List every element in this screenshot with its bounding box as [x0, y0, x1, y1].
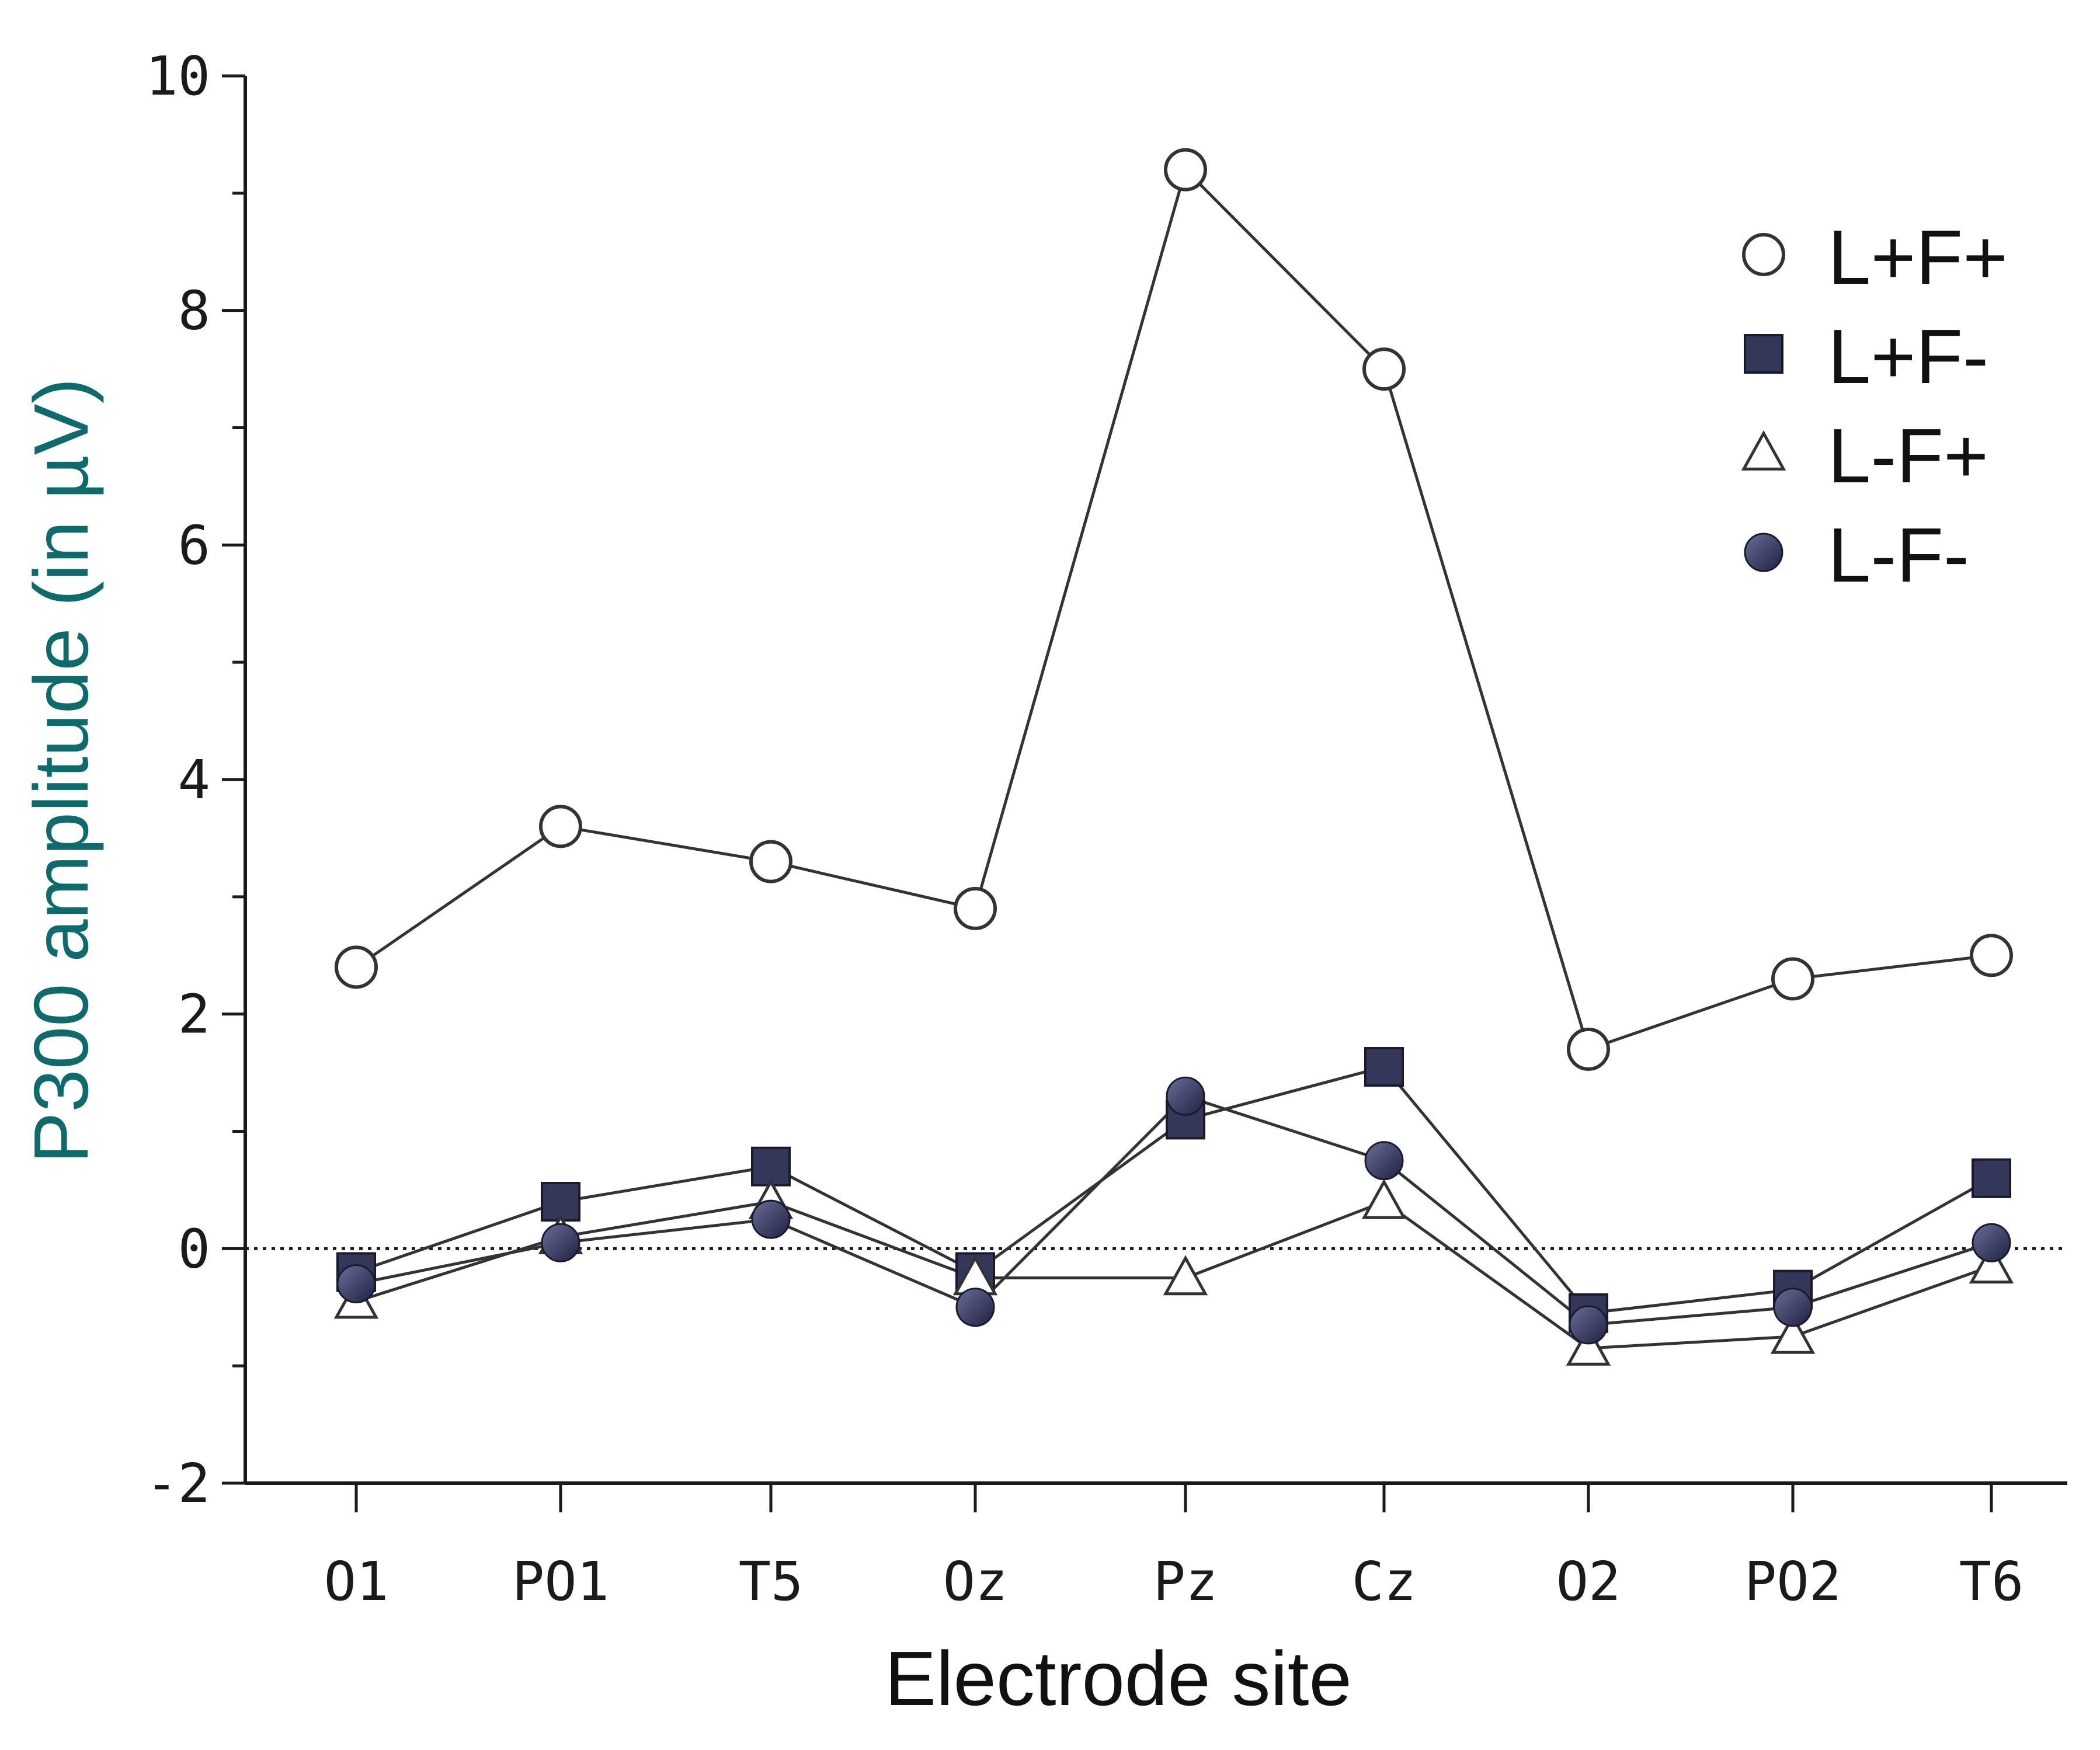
data-point-lminusfminus — [1166, 1076, 1205, 1116]
legend-marker-lminusfplus — [1741, 430, 1786, 471]
y-tick-label: 2 — [178, 983, 210, 1046]
data-point-lminusfminus — [751, 1199, 791, 1239]
legend-item-lplusfplus: L+F+ — [1742, 214, 2008, 300]
legend-item-lplusfminus: L+F- — [1744, 314, 1988, 399]
data-point-lminusfminus — [1364, 1141, 1404, 1181]
legend-label-lminusfminus: L-F- — [1828, 512, 1969, 598]
data-point-lminusfplus — [1770, 1313, 1816, 1354]
data-point-lplusfplus — [335, 945, 378, 989]
y-tick-label: 6 — [178, 514, 210, 576]
x-tick-label: Oz — [943, 1550, 1008, 1613]
y-tick-label: 4 — [178, 749, 210, 811]
data-point-lplusfplus — [1567, 1027, 1610, 1071]
legend-label-lplusfplus: L+F+ — [1828, 214, 2008, 300]
data-point-lplusfplus — [1362, 347, 1406, 391]
data-point-lminusfminus — [1569, 1305, 1608, 1345]
legend-item-lminusfminus: L-F- — [1744, 512, 1969, 598]
data-point-lplusfplus — [749, 840, 792, 883]
data-point-lplusfplus — [954, 886, 997, 930]
data-point-lminusfplus — [1361, 1178, 1407, 1219]
x-axis-label: Electrode site — [885, 1636, 1352, 1721]
legend-marker-lplusfminus — [1744, 334, 1783, 374]
x-tick-label: O1 — [324, 1550, 389, 1613]
data-point-lplusfminus — [1972, 1158, 2011, 1198]
legend-item-lminusfplus: L-F+ — [1741, 413, 1988, 499]
data-point-lminusfplus — [1163, 1255, 1208, 1296]
data-point-lplusfminus — [1364, 1047, 1404, 1087]
y-tick-label: 0 — [178, 1217, 210, 1280]
data-point-lminusfminus — [955, 1288, 995, 1327]
data-point-lminusfminus — [336, 1264, 376, 1304]
x-tick-label: Cz — [1352, 1550, 1417, 1613]
x-tick-label: T6 — [1959, 1550, 2024, 1613]
y-tick-label: 8 — [178, 280, 210, 342]
data-point-lplusfplus — [1164, 148, 1207, 192]
data-point-lminusfplus — [1566, 1325, 1611, 1366]
data-point-lplusfplus — [539, 805, 582, 848]
data-point-lplusfplus — [1771, 957, 1814, 1001]
y-tick-label: 10 — [145, 45, 210, 107]
legend-marker-lplusfplus — [1742, 233, 1785, 276]
x-tick-label: Pz — [1153, 1550, 1218, 1613]
data-point-lminusfplus — [1969, 1243, 2014, 1284]
legend-marker-lminusfminus — [1744, 533, 1783, 572]
legend-label-lminusfplus: L-F+ — [1828, 413, 1988, 499]
series-line-lminusfplus — [356, 1200, 1992, 1350]
data-point-lminusfminus — [1773, 1288, 1813, 1327]
data-point-lminusfminus — [541, 1223, 580, 1262]
y-tick-label: -2 — [145, 1452, 210, 1515]
data-point-lplusfplus — [1970, 934, 2013, 977]
x-tick-label: PO1 — [512, 1550, 609, 1613]
x-tick-label: T5 — [739, 1550, 804, 1613]
data-point-lminusfminus — [1972, 1223, 2011, 1262]
y-axis-label: P300 amplitude (in µV) — [18, 378, 104, 1163]
series-line-lplusfplus — [355, 166, 1992, 1052]
x-tick-label: PO2 — [1744, 1550, 1841, 1613]
x-tick-label: O2 — [1556, 1550, 1621, 1613]
legend-label-lplusfminus: L+F- — [1828, 314, 1988, 399]
